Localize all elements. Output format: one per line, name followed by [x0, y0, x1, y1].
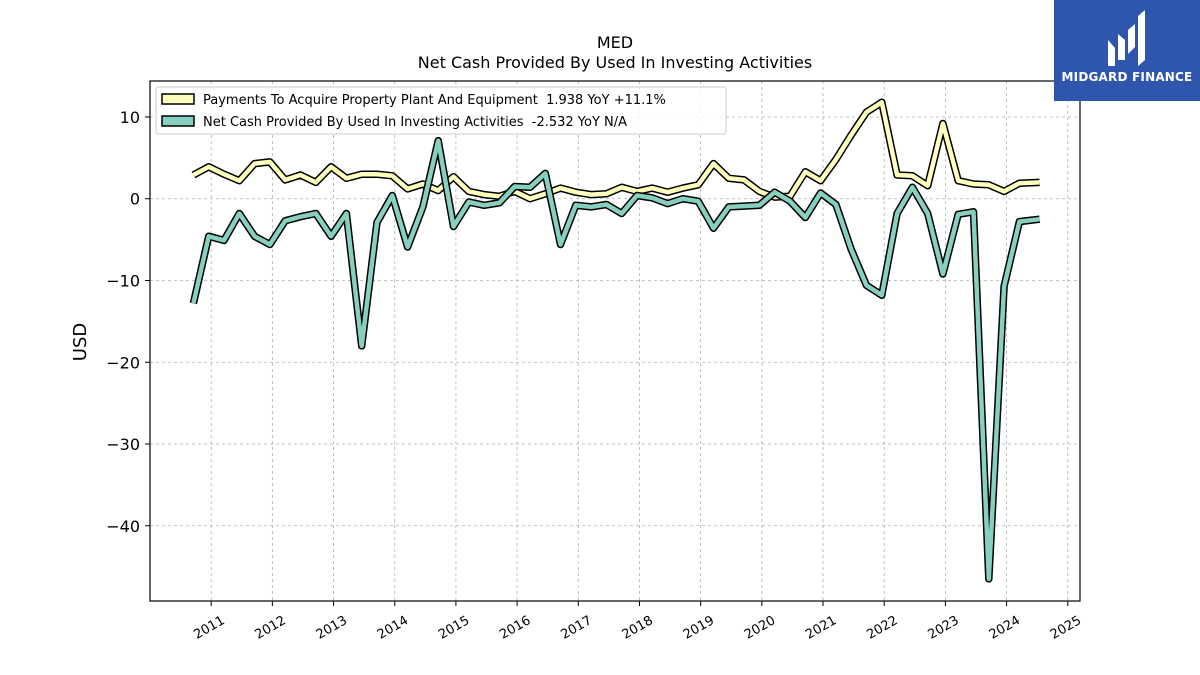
y-axis-label: USD: [70, 323, 91, 361]
brand-logo: MIDGARD FINANCE: [1054, 0, 1200, 101]
logo-text: MIDGARD FINANCE: [1061, 70, 1193, 84]
legend-swatch-net-cash: [161, 115, 195, 127]
series-line-payments: [192, 100, 1040, 201]
x-tick-label: 2012: [253, 613, 289, 643]
axis-ticks: 2011 2012 2013 2014 2015 2016 2017 2018 2019 2020…: [106, 108, 1084, 643]
x-tick-label: 2020: [742, 613, 778, 643]
y-tick-label: −40: [106, 517, 140, 536]
x-tick-label: 2021: [803, 613, 839, 643]
x-tick-label: 2011: [191, 613, 227, 643]
legend-label-payments: Payments To Acquire Property Plant And E…: [203, 93, 666, 108]
series-line-net-cash: [191, 138, 1040, 582]
y-tick-label: −10: [106, 271, 140, 290]
legend-swatch-payments: [161, 93, 195, 105]
grid: [150, 81, 1080, 601]
x-tick-label: 2022: [864, 613, 900, 643]
chart-title: MED: [597, 33, 633, 52]
x-tick-label: 2025: [1048, 613, 1084, 643]
y-tick-label: 10: [120, 108, 140, 127]
x-tick-label: 2018: [620, 613, 656, 643]
y-tick-label: −20: [106, 353, 140, 372]
series-line-net-cash-outline: [189, 136, 1041, 583]
y-tick-label: 0: [130, 190, 140, 209]
x-tick-label: 2017: [558, 613, 594, 643]
x-tick-label: 2016: [497, 613, 533, 643]
legend-box: [155, 86, 727, 135]
legend: Payments To Acquire Property Plant And E…: [155, 86, 727, 135]
x-tick-label: 2024: [987, 613, 1023, 643]
plot-frame: [149, 80, 1081, 602]
x-tick-label: 2015: [436, 613, 472, 643]
x-tick-label: 2014: [375, 613, 411, 643]
series-group: [189, 98, 1041, 583]
logo-mark-icon: [1108, 10, 1145, 66]
x-tick-label: 2013: [314, 613, 350, 643]
chart-subtitle: Net Cash Provided By Used In Investing A…: [418, 53, 812, 72]
legend-label-net-cash: Net Cash Provided By Used In Investing A…: [203, 115, 627, 130]
x-tick-label: 2019: [681, 613, 717, 643]
y-tick-label: −30: [106, 435, 140, 454]
x-tick-label: 2023: [926, 613, 962, 643]
